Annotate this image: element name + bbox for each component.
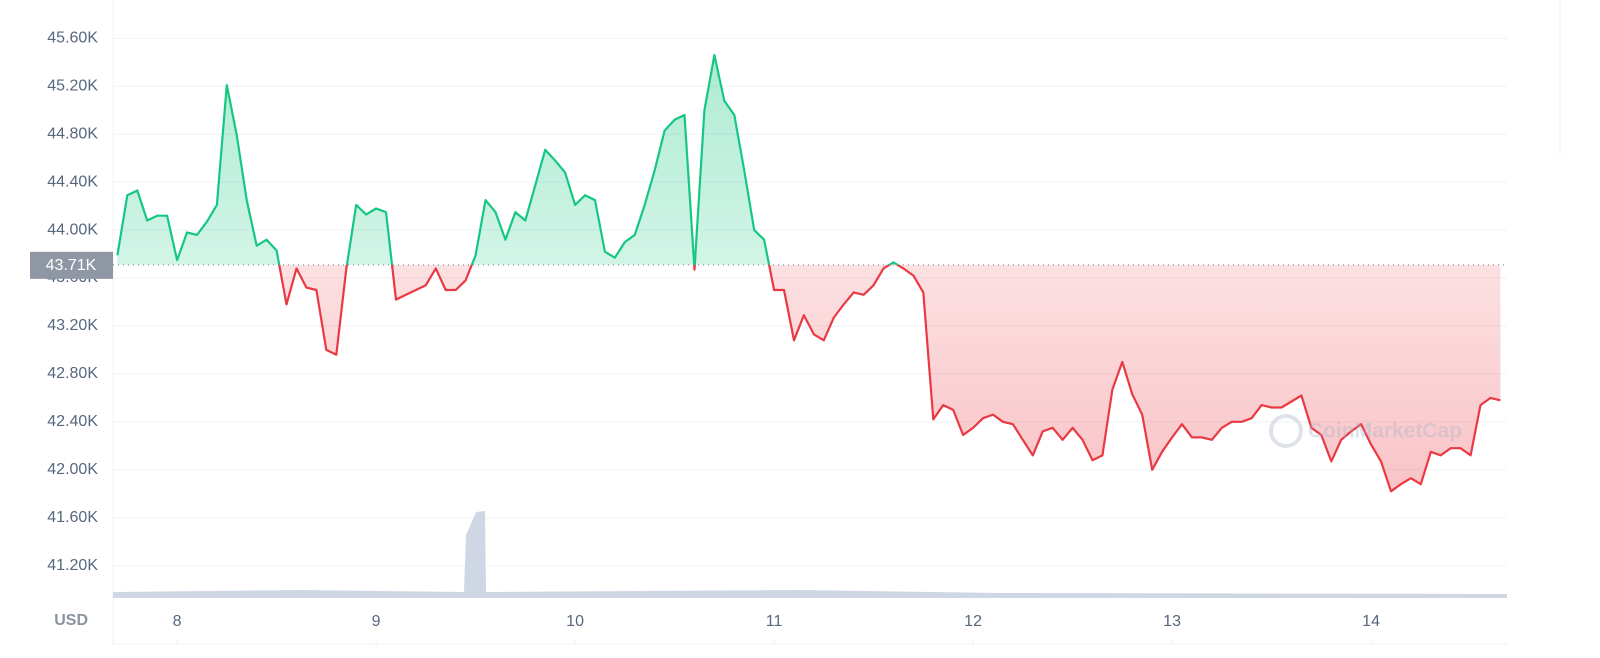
plot-area	[113, 54, 1507, 493]
y-tick-label: 42.00K	[47, 461, 98, 478]
y-tick-label: 44.80K	[47, 125, 98, 142]
y-tick-label: 42.40K	[47, 413, 98, 430]
watermark: CoinMarketCap	[1269, 414, 1462, 448]
x-tick-label: 11	[766, 613, 783, 630]
y-tick-label: 41.60K	[47, 509, 98, 526]
x-tick-label: 9	[372, 613, 381, 630]
y-unit: USD	[54, 612, 88, 629]
baseline-label: 43.71K	[46, 257, 97, 274]
x-tick-label: 14	[1362, 613, 1380, 630]
x-tick-label: 13	[1163, 613, 1181, 630]
price-line-up	[116, 54, 900, 265]
y-tick-label: 42.80K	[47, 365, 98, 382]
y-tick-label: 43.20K	[47, 317, 98, 334]
watermark-logo	[1269, 414, 1303, 448]
y-tick-label: 45.60K	[47, 30, 98, 47]
area-down	[117, 264, 1501, 492]
volume-band	[113, 511, 1507, 598]
x-tick-label: 8	[173, 613, 182, 630]
price-line-down	[278, 264, 1501, 493]
y-tick-label: 45.20K	[47, 78, 98, 95]
baseline-badge	[30, 251, 113, 279]
y-tick-label: 41.20K	[47, 557, 98, 574]
x-tick-label: 12	[964, 613, 982, 630]
y-tick-label: 44.40K	[47, 173, 98, 190]
x-tick-label: 10	[566, 613, 584, 630]
watermark-text: CoinMarketCap	[1308, 420, 1462, 443]
y-tick-label: 44.00K	[47, 221, 98, 238]
area-up	[117, 55, 898, 265]
